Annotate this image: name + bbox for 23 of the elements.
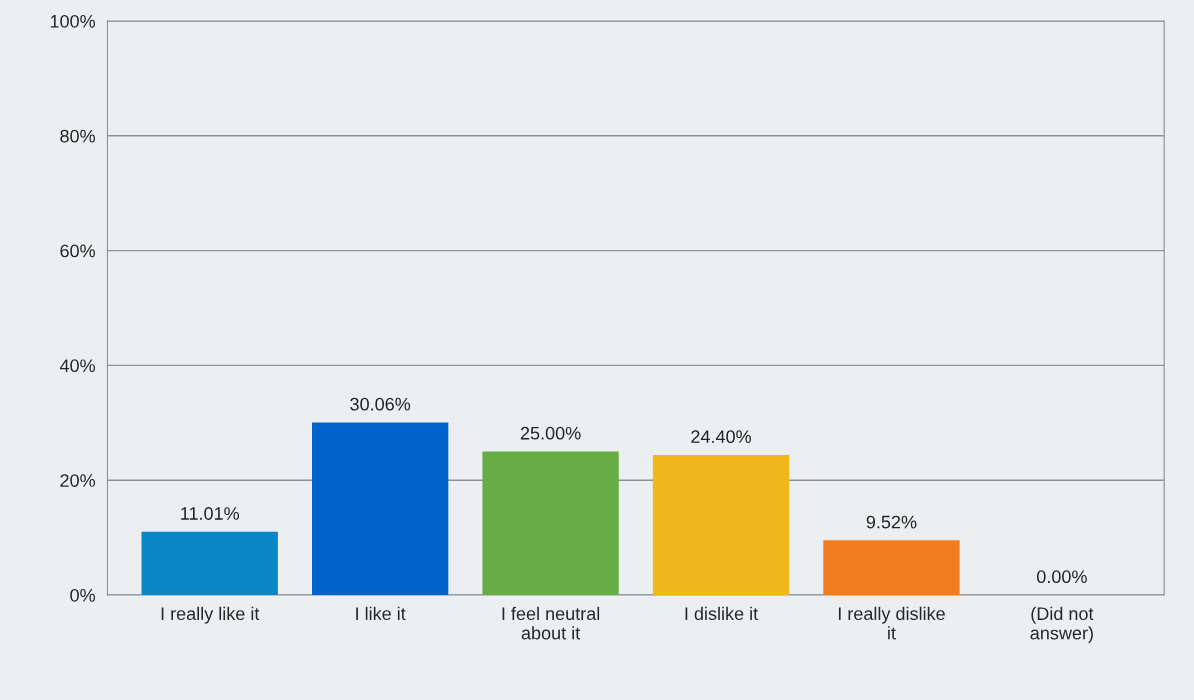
data-label: 0.00%: [1037, 570, 1087, 584]
bar: [482, 451, 619, 595]
bar: [823, 540, 960, 595]
data-label: 9.52%: [866, 515, 917, 529]
x-tick-label: I like it: [356, 606, 406, 621]
x-tick-label: I feel neutral about it: [502, 606, 600, 640]
data-label: 30.06%: [350, 397, 411, 411]
y-tick-label: 40%: [59, 359, 96, 373]
y-tick-label: 0%: [70, 588, 96, 602]
x-tick-label: I dislike it: [685, 606, 759, 621]
data-label: 24.40%: [691, 430, 751, 444]
y-tick-label: 100%: [50, 14, 96, 28]
bar: [652, 454, 790, 595]
y-tick-label: 60%: [60, 244, 96, 258]
y-tick-label: 20%: [60, 474, 96, 487]
bar: [141, 531, 278, 595]
data-label: 25.00%: [520, 426, 581, 440]
x-tick-label: I really dislike it: [838, 606, 945, 640]
x-tick-label: (Did not answer): [1030, 606, 1094, 644]
bar: [311, 422, 449, 595]
x-tick-label: I really like it: [161, 606, 260, 624]
y-tick-label: 80%: [60, 129, 96, 143]
data-label: 11.01%: [181, 507, 240, 520]
